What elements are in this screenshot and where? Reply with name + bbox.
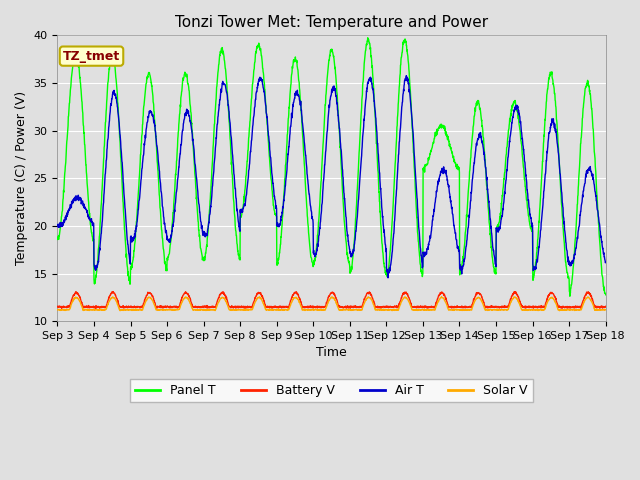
Legend: Panel T, Battery V, Air T, Solar V: Panel T, Battery V, Air T, Solar V bbox=[130, 379, 533, 402]
Title: Tonzi Tower Met: Temperature and Power: Tonzi Tower Met: Temperature and Power bbox=[175, 15, 488, 30]
Text: TZ_tmet: TZ_tmet bbox=[63, 49, 120, 62]
Y-axis label: Temperature (C) / Power (V): Temperature (C) / Power (V) bbox=[15, 91, 28, 265]
X-axis label: Time: Time bbox=[316, 347, 347, 360]
